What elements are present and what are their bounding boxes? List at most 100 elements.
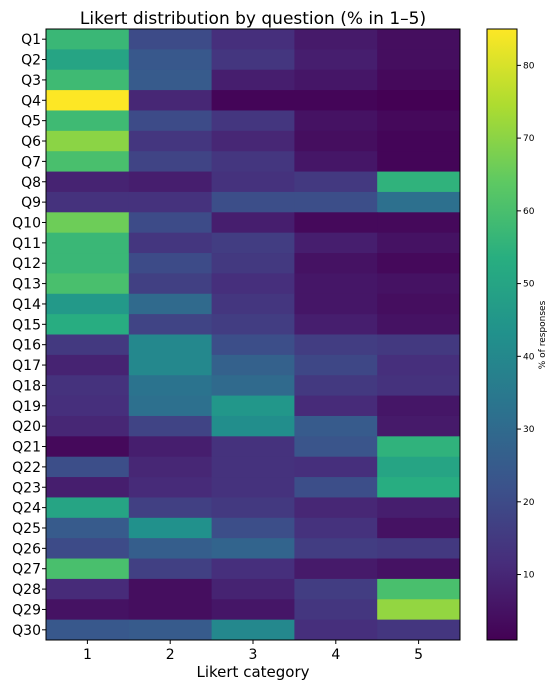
- colorbar: [486, 28, 518, 641]
- heatmap-cell-q10-4: [294, 212, 378, 234]
- colorbar-tick-label-80: 80: [523, 61, 535, 71]
- heatmap-cell-q29-2: [128, 599, 213, 621]
- heatmap-cell-q27-1: [46, 558, 130, 580]
- heatmap-cell-q13-2: [128, 273, 213, 295]
- heatmap-cell-q4-3: [211, 90, 295, 111]
- heatmap-cell-q14-2: [128, 293, 213, 315]
- heatmap-cell-q14-1: [46, 293, 130, 315]
- heatmap-cell-q29-1: [46, 599, 130, 621]
- heatmap-cell-q3-3: [211, 69, 295, 91]
- heatmap-cells: [46, 29, 461, 641]
- heatmap-cell-q14-5: [377, 293, 461, 315]
- x-tick-label-3: 3: [249, 647, 258, 663]
- heatmap-cell-q9-2: [128, 191, 213, 213]
- y-tick-label-q8: Q8: [21, 175, 41, 191]
- y-tick-label-q3: Q3: [21, 73, 41, 89]
- heatmap-cell-q18-2: [128, 375, 213, 397]
- heatmap-cell-q28-3: [211, 578, 295, 600]
- heatmap-cell-q24-1: [46, 497, 130, 519]
- heatmap-cell-q26-4: [294, 538, 378, 560]
- heatmap-cell-q10-5: [377, 212, 461, 234]
- heatmap-cell-q19-5: [377, 395, 461, 417]
- heatmap-cell-q6-5: [377, 130, 461, 152]
- heatmap-cell-q13-3: [211, 273, 295, 295]
- y-tick-label-q15: Q15: [12, 317, 41, 333]
- heatmap-cell-q29-5: [377, 599, 461, 621]
- heatmap-cell-q5-2: [128, 110, 213, 132]
- y-tick-label-q7: Q7: [21, 154, 41, 170]
- heatmap-cell-q25-2: [128, 517, 213, 539]
- heatmap-cell-q22-1: [46, 456, 130, 478]
- heatmap-cell-q18-5: [377, 375, 461, 397]
- y-tick-label-q21: Q21: [12, 440, 41, 456]
- heatmap-cell-q26-2: [128, 538, 213, 560]
- colorbar-tick-label-30: 30: [523, 425, 535, 435]
- heatmap-cell-q10-2: [128, 212, 213, 234]
- heatmap-cell-q17-2: [128, 354, 213, 376]
- heatmap-cell-q27-5: [377, 558, 461, 580]
- heatmap-cell-q20-4: [294, 415, 378, 437]
- y-tick-label-q29: Q29: [12, 602, 41, 618]
- heatmap-cell-q15-1: [46, 314, 130, 335]
- heatmap-cell-q17-4: [294, 354, 378, 376]
- heatmap-cell-q3-1: [46, 69, 130, 91]
- y-tick-label-q17: Q17: [12, 358, 41, 374]
- y-tick-label-q16: Q16: [12, 338, 41, 354]
- x-axis-label: Likert category: [196, 663, 309, 681]
- heatmap-cell-q12-5: [377, 253, 461, 274]
- heatmap-cell-q5-3: [211, 110, 295, 132]
- heatmap-cell-q25-4: [294, 517, 378, 539]
- y-tick-label-q10: Q10: [12, 215, 41, 231]
- colorbar-tick-label-20: 20: [523, 498, 535, 508]
- heatmap-cell-q20-1: [46, 415, 130, 437]
- heatmap-cell-q28-4: [294, 578, 378, 600]
- heatmap-cell-q1-1: [46, 29, 130, 50]
- heatmap-cell-q14-4: [294, 293, 378, 315]
- chart-title: Likert distribution by question (% in 1–…: [80, 9, 426, 29]
- y-tick-label-q23: Q23: [12, 480, 41, 496]
- heatmap-cell-q1-5: [377, 29, 461, 50]
- heatmap-cell-q23-2: [128, 477, 213, 498]
- heatmap-cell-q1-3: [211, 29, 295, 50]
- heatmap-cell-q11-2: [128, 232, 213, 254]
- heatmap-cell-q26-1: [46, 538, 130, 560]
- colorbar-tick-label-60: 60: [523, 207, 535, 217]
- heatmap-cell-q19-4: [294, 395, 378, 417]
- heatmap-cell-q16-3: [211, 334, 295, 356]
- heatmap-cell-q8-3: [211, 171, 295, 193]
- heatmap-cell-q19-1: [46, 395, 130, 417]
- heatmap-cell-q22-3: [211, 456, 295, 478]
- heatmap-cell-q20-3: [211, 415, 295, 437]
- heatmap-cell-q23-5: [377, 477, 461, 498]
- heatmap-cell-q2-1: [46, 49, 130, 71]
- heatmap-cell-q12-2: [128, 253, 213, 274]
- heatmap-cell-q8-2: [128, 171, 213, 193]
- heatmap-cell-q13-5: [377, 273, 461, 295]
- heatmap-cell-q18-4: [294, 375, 378, 397]
- colorbar-label: % of responses: [538, 300, 548, 369]
- heatmap-cell-q5-1: [46, 110, 130, 132]
- heatmap-cell-q11-3: [211, 232, 295, 254]
- heatmap-cell-q8-4: [294, 171, 378, 193]
- heatmap-cell-q7-5: [377, 151, 461, 173]
- y-tick-label-q4: Q4: [21, 93, 41, 109]
- heatmap-cell-q30-5: [377, 619, 461, 641]
- heatmap-cell-q25-5: [377, 517, 461, 539]
- heatmap-cell-q7-2: [128, 151, 213, 173]
- heatmap-cell-q23-4: [294, 477, 378, 498]
- heatmap-cell-q23-3: [211, 477, 295, 498]
- heatmap-cell-q27-4: [294, 558, 378, 580]
- heatmap-cell-q20-5: [377, 415, 461, 437]
- heatmap-cell-q16-4: [294, 334, 378, 356]
- heatmap-cell-q9-4: [294, 191, 378, 213]
- y-tick-label-q30: Q30: [12, 623, 41, 639]
- heatmap-cell-q21-2: [128, 436, 213, 458]
- heatmap-cell-q27-3: [211, 558, 295, 580]
- heatmap-cell-q25-3: [211, 517, 295, 539]
- heatmap-cell-q6-2: [128, 130, 213, 152]
- heatmap-cell-q24-5: [377, 497, 461, 519]
- y-tick-label-q22: Q22: [12, 460, 41, 476]
- heatmap-cell-q28-2: [128, 578, 213, 600]
- heatmap-cell-q24-4: [294, 497, 378, 519]
